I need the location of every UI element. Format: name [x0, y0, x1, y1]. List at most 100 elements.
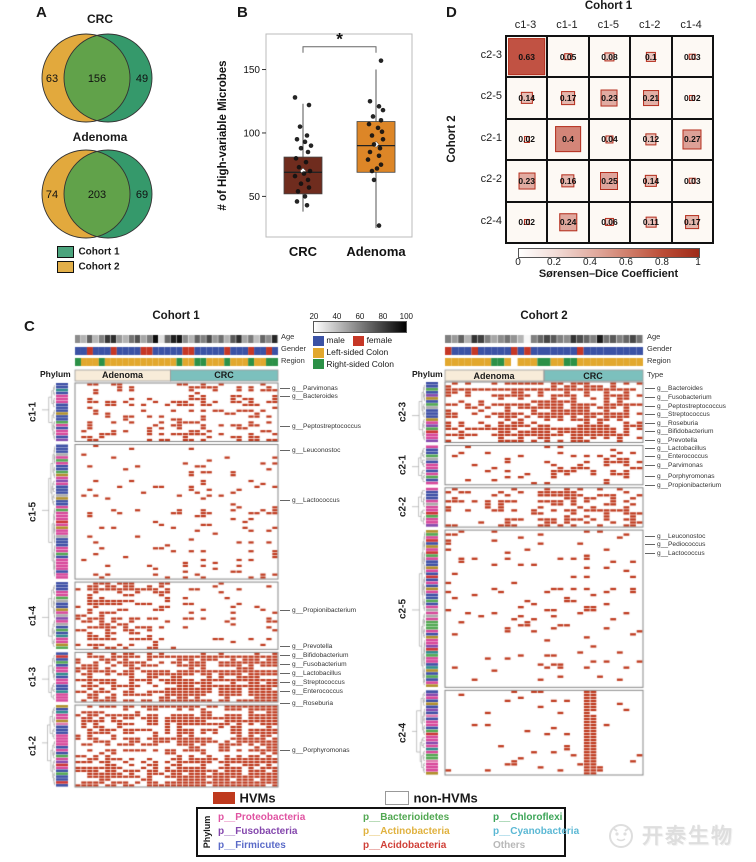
significance-star: *	[336, 30, 343, 49]
genus-label-g-Propionibacterium: g__Propionibacterium	[645, 482, 721, 489]
cohort1-region-label: Region	[281, 356, 305, 365]
cohort1-crc-group-label: CRC	[214, 370, 234, 380]
dice-cell-value: 0.08	[601, 51, 618, 62]
dice-cell-c2-5-c1-1: 0.17	[547, 77, 589, 119]
cluster-label-c2-5: c2-5	[397, 598, 409, 619]
dice-cell-c2-5-c1-3: 0.14	[506, 77, 548, 119]
watermark-logo-icon	[609, 824, 633, 848]
cohort2-region-label: Region	[647, 356, 671, 365]
dice-cell-value: 0.63	[518, 51, 535, 62]
dice-cell-value: 0.05	[559, 51, 577, 62]
genus-label-g-Roseburia: g__Roseburia	[645, 420, 698, 427]
genus-label-g-Roseburia: g__Roseburia	[280, 700, 333, 707]
cohort1-phylum-header: Phylum	[40, 369, 71, 379]
cohort2-adenoma-group-label: Adenoma	[473, 371, 515, 381]
dice-cell-square	[689, 53, 696, 60]
dice-cell-value: 0.06	[601, 217, 618, 228]
dice-cell-c2-5-c1-4: 0.02	[671, 77, 713, 119]
dice-cell-c2-3-c1-4: 0.03	[671, 36, 713, 78]
left-colon-row: Left-sided Colon	[313, 347, 426, 358]
dice-top-title: Cohort 1	[584, 0, 633, 12]
cohort2-gender-label: Gender	[647, 344, 673, 353]
dice-col-label-c1-5: c1-5	[597, 19, 619, 31]
left-colon-swatch	[313, 347, 324, 358]
dice-cell-c2-3-c1-1: 0.05	[547, 36, 589, 78]
dice-cell-square	[642, 90, 659, 107]
dice-cell-square	[600, 171, 619, 190]
dice-cell-square	[682, 129, 702, 149]
dice-cell-value: 0.4	[562, 134, 574, 145]
dice-cell-c2-4-c1-3: 0.02	[506, 201, 548, 243]
dice-cell-square	[605, 218, 614, 227]
cluster-label-c1-2: c1-2	[27, 736, 39, 757]
genus-label-g-Bacteroides: g__Bacteroides	[280, 393, 338, 400]
svg-text:100: 100	[243, 128, 260, 139]
dice-cell-square	[689, 95, 696, 102]
genus-label-g-Leuconostoc: g__Leuconostoc	[280, 447, 340, 454]
dice-cell-square	[564, 52, 572, 61]
dice-col-label-c1-3: c1-3	[514, 19, 537, 31]
genus-label-g-Lactobacillus: g__Lactobacillus	[645, 445, 706, 452]
dice-cell-value: 0.25	[601, 175, 618, 186]
dice-cell-c2-2-c1-1: 0.16	[547, 160, 589, 202]
genus-label-g-Porphyromonas: g__Porphyromonas	[645, 473, 715, 480]
genus-label-g-Peptostreptococcus: g__Peptostreptococcus	[280, 423, 361, 430]
dice-row-label-c2-3: c2-3	[480, 49, 502, 61]
dice-cell-value: 0.17	[559, 93, 577, 104]
dice-cell-c2-1-c1-1: 0.4	[547, 118, 589, 161]
dice-cell-square	[555, 126, 581, 153]
panel-d-label: D	[446, 4, 457, 21]
genus-label-g-Prevotella: g__Prevotella	[645, 437, 697, 444]
male-label: male	[326, 335, 345, 345]
dice-colorbar	[518, 248, 700, 258]
dice-colorbar-label: Sørensen–Dice Coefficient	[538, 268, 679, 280]
dice-cell-square	[644, 174, 658, 188]
age-tick-20: 20	[309, 312, 319, 321]
cluster-label-c2-2: c2-2	[397, 497, 409, 518]
dice-cell-c2-2-c1-2: 0.14	[630, 160, 672, 202]
cluster-label-c1-3: c1-3	[27, 667, 39, 688]
venn-legend-row-cohort1: Cohort 1	[57, 243, 120, 258]
genus-label-g-Bifidobacterium: g__Bifidobacterium	[280, 652, 348, 659]
dice-cell-value: 0.23	[601, 93, 618, 104]
colorbar-tick-1: 1	[695, 257, 701, 268]
dice-cell-square	[645, 216, 657, 228]
phylum-legend-p-Chloroflexi: p__Chloroflexi	[493, 812, 563, 823]
phylum-legend-p-Acidobacteria: p__Acidobacteria	[363, 840, 447, 851]
dice-cell-value: 0.27	[684, 134, 701, 145]
phylum-legend-p-Cyanobacteria: p__Cyanobacteria	[493, 826, 580, 837]
age-tick-40: 40	[332, 312, 342, 321]
dice-cell-c2-2-c1-4: 0.03	[671, 160, 713, 202]
dice-cell-value: 0.02	[684, 93, 701, 104]
hvm-boxplot: 50 100 150 # of High-variable Microbes CRC Ad…	[217, 30, 413, 259]
genus-label-g-Prevotella: g__Prevotella	[280, 643, 332, 650]
cluster-label-c2-3: c2-3	[397, 402, 409, 423]
svg-text:50: 50	[249, 192, 261, 203]
venn-legend-row-cohort2: Cohort 2	[57, 258, 120, 273]
dice-cell-value: 0.12	[642, 134, 660, 145]
dice-cell-square	[645, 51, 656, 62]
dice-cell-square	[520, 91, 533, 105]
phylum-legend-p-Firmicutes: p__Firmicutes	[218, 840, 286, 851]
non-hvm-swatch	[385, 790, 410, 805]
venn-diagram-crc: 63 156 49	[41, 33, 153, 123]
genus-label-g-Lactobacillus: g__Lactobacillus	[280, 670, 341, 677]
clinical-legend: 20 40 60 80 100 male female Left-sided Colon…	[306, 312, 426, 370]
dice-cell-square	[604, 52, 615, 62]
cluster-label-c1-5: c1-5	[27, 501, 39, 522]
dice-cell-value: 0.17	[684, 217, 701, 228]
dice-row-label-c2-5: c2-5	[480, 90, 502, 103]
phylum-legend-items: p__Proteobacteria p__Fusobacteria p__Firmi…	[218, 811, 580, 853]
boxplot-category-Adenoma: Adenoma	[346, 244, 406, 259]
dice-cell-square	[645, 133, 657, 146]
age-tick-60: 60	[355, 312, 365, 321]
cluster-label-c2-1: c2-1	[397, 455, 409, 476]
phylum-legend-p-Actinobacteria: p__Actinobacteria	[363, 826, 450, 837]
dice-col-label-c1-2: c1-2	[638, 19, 661, 31]
right-colon-swatch	[313, 359, 324, 370]
colorbar-tick-0.8: 0.8	[655, 257, 669, 268]
dice-cell-value: 0.14	[642, 175, 660, 186]
hvm-legend: HVMs non-HVMs	[213, 789, 478, 805]
dice-cell-c2-5-c1-2: 0.21	[630, 77, 672, 119]
